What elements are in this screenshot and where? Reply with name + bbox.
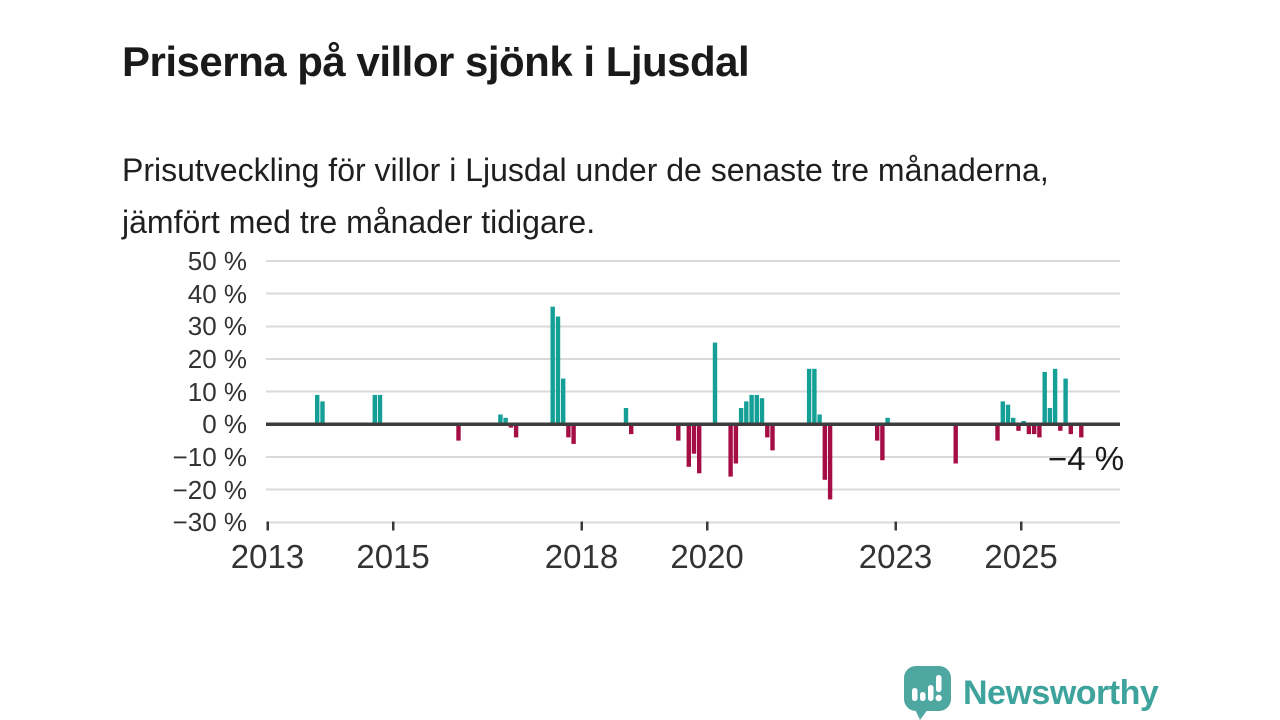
bar-2016-09 — [498, 414, 503, 425]
bar-2024-09 — [1000, 401, 1005, 425]
bar-2022-09 — [875, 424, 880, 441]
x-axis-label: 2018 — [544, 538, 619, 575]
bar-2020-10 — [754, 394, 759, 425]
bar-2020-05 — [728, 424, 733, 477]
bar-2020-06 — [733, 424, 739, 464]
bar-2024-12 — [1016, 424, 1021, 431]
bar-2024-10 — [1005, 404, 1011, 425]
latest-value-annotation: −4 % — [1048, 440, 1125, 477]
bar-2020-12 — [765, 424, 770, 438]
bar-2016-10 — [503, 417, 508, 425]
y-axis-label: 40 % — [187, 278, 247, 309]
bar-2020-07 — [738, 408, 744, 425]
y-axis-label: 20 % — [187, 343, 247, 374]
page-subtitle: Prisutveckling för villor i Ljusdal unde… — [122, 152, 1049, 240]
bar-2017-10 — [566, 424, 571, 438]
bar-2025-03 — [1032, 424, 1037, 435]
bar-2017-11 — [571, 424, 576, 444]
bar-2019-10 — [691, 424, 697, 454]
bar-2025-05 — [1042, 372, 1047, 425]
bar-2022-10 — [880, 424, 885, 461]
bar-2014-09 — [372, 394, 377, 425]
bar-2018-09 — [623, 408, 629, 425]
bar-2020-02 — [712, 342, 718, 425]
y-axis-label: −30 % — [172, 507, 247, 538]
page-title: Priserna på villor sjönk i Ljusdal — [122, 38, 750, 86]
bar-2025-07 — [1052, 368, 1058, 425]
bar-2025-02 — [1026, 424, 1032, 435]
bar-2023-12 — [953, 424, 958, 464]
y-axis-label: 0 % — [202, 409, 247, 440]
bar-2020-09 — [749, 394, 754, 425]
bar-2013-11 — [320, 401, 325, 425]
bar-2025-12 — [1079, 424, 1084, 438]
bar-2024-08 — [995, 424, 1000, 441]
y-axis-label: 50 % — [187, 246, 247, 276]
bar-2014-10 — [377, 394, 383, 425]
bar-2016-01 — [456, 424, 461, 441]
x-axis-label: 2013 — [230, 538, 305, 575]
bar-2017-07 — [550, 306, 555, 425]
newsworthy-brand: Newsworthy — [903, 665, 1159, 720]
bar-2021-11 — [822, 424, 827, 480]
x-axis-label: 2015 — [356, 538, 430, 575]
y-axis-label: −10 % — [172, 441, 247, 472]
bar-2024-11 — [1011, 417, 1016, 425]
bar-2025-10 — [1068, 424, 1073, 435]
x-axis-label: 2025 — [984, 538, 1058, 575]
bar-2025-08 — [1058, 424, 1063, 431]
bar-2021-10 — [817, 414, 822, 425]
bar-2025-06 — [1047, 408, 1053, 425]
bar-2021-09 — [812, 368, 817, 425]
bar-2021-08 — [806, 368, 812, 425]
y-axis-label: 10 % — [187, 376, 247, 407]
bar-2019-09 — [686, 424, 691, 467]
bar-2019-11 — [697, 424, 702, 474]
bar-2025-09 — [1063, 378, 1068, 425]
bar-2020-11 — [759, 398, 765, 425]
bar-2013-10 — [315, 394, 320, 425]
bar-2021-01 — [770, 424, 775, 451]
bar-2019-07 — [676, 424, 681, 441]
bar-2017-08 — [555, 316, 561, 425]
bar-2020-08 — [744, 401, 749, 425]
newsworthy-logo-icon — [904, 666, 951, 720]
x-axis-label: 2023 — [858, 538, 933, 575]
bar-2025-04 — [1037, 424, 1042, 438]
bar-2022-11 — [885, 417, 890, 425]
bar-2017-09 — [561, 378, 566, 425]
bar-2021-12 — [827, 424, 833, 500]
y-axis-label: 30 % — [187, 311, 247, 342]
bar-2016-12 — [513, 424, 519, 438]
newsworthy-logo-text: Newsworthy — [963, 674, 1159, 712]
bar-2018-10 — [629, 424, 634, 435]
y-axis-label: −20 % — [172, 474, 247, 505]
x-axis-label: 2020 — [670, 538, 744, 575]
